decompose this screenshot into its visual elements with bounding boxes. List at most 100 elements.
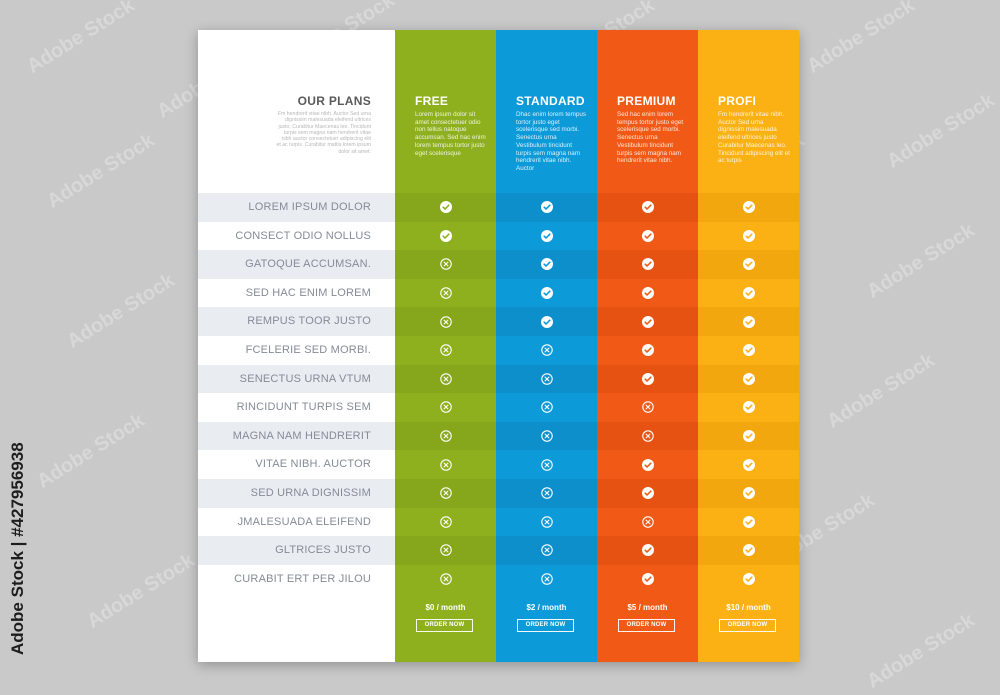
adobe-watermark-text: Adobe Stock <box>863 609 979 693</box>
cross-icon <box>597 393 698 422</box>
adobe-watermark-text: Adobe Stock <box>803 0 919 78</box>
adobe-watermark-text: Adobe Stock <box>63 269 179 353</box>
check-icon <box>698 421 799 451</box>
plan-description: Sed hac enim lorem tempus tortor justo e… <box>617 111 684 165</box>
check-icon <box>597 307 698 336</box>
check-icon <box>597 478 698 508</box>
plan-price: $5 / month <box>627 603 668 612</box>
feature-row-label: CURABIT ERT PER JILOU <box>234 572 371 585</box>
feature-row-label: SED HAC ENIM LOREM <box>245 286 371 299</box>
order-now-button[interactable]: ORDER NOW <box>416 619 473 632</box>
cross-icon <box>496 507 597 537</box>
check-icon <box>698 507 799 537</box>
adobe-watermark-text: Adobe Stock <box>23 0 139 78</box>
cross-icon <box>597 421 698 451</box>
plan-column-premium: PREMIUM Sed hac enim lorem tempus tortor … <box>597 30 698 662</box>
check-icon <box>698 250 799 279</box>
check-icon <box>698 450 799 479</box>
feature-row-label: CONSECT ODIO NOLLUS <box>235 229 371 242</box>
feature-row-label: LOREM IPSUM DOLOR <box>198 193 395 222</box>
check-icon <box>597 278 698 308</box>
check-icon <box>597 250 698 279</box>
feature-row-label: FCELERIE SED MORBI. <box>245 343 371 356</box>
feature-row-label: SED URNA DIGNISSIM <box>198 478 395 508</box>
feature-row-label: VITAE NIBH. AUCTOR <box>255 458 371 471</box>
plan-price: $2 / month <box>526 603 567 612</box>
order-now-button[interactable]: ORDER NOW <box>719 619 776 632</box>
cross-icon <box>395 421 496 451</box>
plan-description: Fm hendrerit vitae nibh. Auctor Sed urna… <box>718 111 790 165</box>
plan-feature-cells <box>597 193 698 594</box>
cross-icon <box>496 364 597 394</box>
feature-row-label: GATOQUE ACCUMSAN. <box>198 250 395 279</box>
plan-price: $10 / month <box>726 603 771 612</box>
plan-column-standard: STANDARD Dhac enim lorem tempus tortor ju… <box>496 30 597 662</box>
plan-description: Lorem ipsum dolor sit amet consectetuer … <box>415 111 486 157</box>
check-icon <box>496 221 597 251</box>
cross-icon <box>496 335 597 365</box>
cross-icon <box>597 507 698 537</box>
check-icon <box>496 307 597 336</box>
plan-feature-cells <box>496 193 597 594</box>
feature-row-label: MAGNA NAM HENDRERIT <box>198 421 395 451</box>
cross-icon <box>395 450 496 479</box>
cross-icon <box>496 564 597 594</box>
our-plans-title: OUR PLANS <box>297 94 371 108</box>
check-icon <box>597 335 698 365</box>
cross-icon <box>395 393 496 422</box>
check-icon <box>395 193 496 222</box>
check-icon <box>698 393 799 422</box>
cross-icon <box>496 536 597 565</box>
check-icon <box>496 250 597 279</box>
adobe-watermark-text: Adobe Stock <box>863 219 979 303</box>
stock-id-text: Adobe Stock | #427956938 <box>8 442 27 655</box>
our-plans-description: Fm hendrerit vitae nibh. Auctor Sed urna… <box>276 111 371 155</box>
check-icon <box>597 564 698 594</box>
adobe-watermark-text: Adobe Stock <box>883 89 999 173</box>
plan-description: Dhac enim lorem tempus tortor justo eget… <box>516 111 586 172</box>
check-icon <box>698 564 799 594</box>
check-icon <box>597 193 698 222</box>
feature-row-label: GLTRICES JUSTO <box>198 536 395 565</box>
plan-feature-cells <box>395 193 496 594</box>
cross-icon <box>395 364 496 394</box>
cross-icon <box>395 335 496 365</box>
feature-row-label: JMALESUADA ELEIFEND <box>237 515 371 528</box>
cross-icon <box>496 421 597 451</box>
cross-icon <box>395 307 496 336</box>
check-icon <box>698 536 799 565</box>
check-icon <box>698 335 799 365</box>
cross-icon <box>395 278 496 308</box>
check-icon <box>496 193 597 222</box>
feature-row-label: REMPUS TOOR JUSTO <box>198 307 395 336</box>
adobe-watermark-text: Adobe Stock <box>823 349 939 433</box>
plan-name: FREE <box>415 94 449 108</box>
check-icon <box>597 364 698 394</box>
cross-icon <box>395 478 496 508</box>
check-icon <box>698 307 799 336</box>
plan-name: PROFI <box>718 94 757 108</box>
order-now-button[interactable]: ORDER NOW <box>618 619 675 632</box>
check-icon <box>698 364 799 394</box>
plan-column-profi: PROFI Fm hendrerit vitae nibh. Auctor Sed… <box>698 30 799 662</box>
check-icon <box>698 478 799 508</box>
cross-icon <box>496 393 597 422</box>
plan-column-free: FREE Lorem ipsum dolor sit amet consectet… <box>395 30 496 662</box>
check-icon <box>597 450 698 479</box>
feature-row-label: SENECTUS URNA VTUM <box>198 364 395 394</box>
check-icon <box>597 536 698 565</box>
cross-icon <box>496 450 597 479</box>
plan-feature-cells <box>698 193 799 594</box>
adobe-watermark-text: Adobe Stock <box>83 549 199 633</box>
check-icon <box>597 221 698 251</box>
check-icon <box>698 193 799 222</box>
features-column: OUR PLANS Fm hendrerit vitae nibh. Aucto… <box>198 30 395 662</box>
check-icon <box>395 221 496 251</box>
check-icon <box>496 278 597 308</box>
check-icon <box>698 221 799 251</box>
plan-name: STANDARD <box>516 94 585 108</box>
adobe-watermark-text: Adobe Stock <box>33 409 149 493</box>
plan-price: $0 / month <box>425 603 466 612</box>
order-now-button[interactable]: ORDER NOW <box>517 619 574 632</box>
feature-list: LOREM IPSUM DOLOR CONSECT ODIO NOLLUS GATO… <box>198 193 395 593</box>
